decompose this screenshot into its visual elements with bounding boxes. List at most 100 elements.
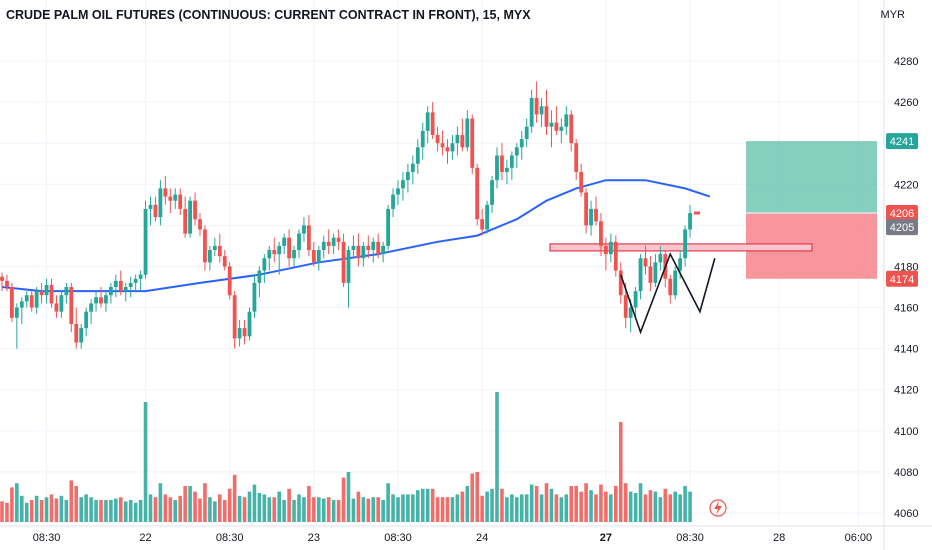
volume-bar [628, 491, 633, 522]
candle-body [529, 97, 534, 127]
volume-bar [104, 500, 108, 522]
candle-body [74, 323, 79, 343]
volume-bar [153, 497, 158, 522]
candle-body [277, 245, 282, 255]
volume-bar [133, 502, 138, 522]
volume-bar [643, 494, 648, 522]
candle-body [44, 284, 49, 296]
candle-body [589, 208, 593, 226]
candle-body [366, 245, 371, 251]
volume-bar [232, 474, 237, 522]
volume-bar [485, 491, 489, 522]
volume-bar [678, 494, 682, 522]
volume-bar [539, 494, 544, 522]
volume-bar [237, 495, 242, 522]
volume-bar [188, 486, 192, 522]
candle-body [49, 284, 54, 304]
candle-body [29, 295, 34, 308]
candles [0, 81, 692, 349]
volume-bar [495, 392, 499, 522]
candle-body [153, 204, 158, 218]
candle-body [420, 130, 425, 148]
candle-body [584, 192, 588, 226]
volume-bar [505, 497, 509, 522]
volume-bar [307, 486, 311, 522]
chart-title: CRUDE PALM OIL FUTURES (CONTINUOUS: CURR… [6, 8, 531, 22]
volume-bar [287, 488, 291, 522]
volume-bar [351, 498, 356, 522]
volume-bar [79, 497, 83, 522]
candle-body [539, 106, 544, 115]
volume-bar [69, 480, 74, 522]
candle-body [311, 250, 316, 263]
volume-bar [683, 486, 687, 522]
volume-bar [371, 497, 376, 522]
sl-price-tag-bg [886, 270, 918, 287]
volume-bar [658, 497, 663, 522]
volume-bar [326, 497, 331, 522]
last-price-marker [694, 211, 701, 215]
volume-bar [242, 497, 247, 522]
candle-body [509, 155, 514, 168]
x-tick-label: 22 [139, 532, 151, 544]
candle-body [158, 188, 163, 218]
volume-bar [213, 501, 217, 522]
candle-body [623, 295, 628, 318]
volume-bar [143, 402, 148, 522]
y-tick-label: 4100 [894, 426, 918, 438]
candle-body [94, 297, 98, 304]
candle-body [34, 291, 39, 308]
volume-bar [435, 497, 440, 522]
volume-bar [519, 494, 524, 522]
volume-bar [534, 486, 539, 522]
candle-body [608, 241, 613, 255]
candle-body [445, 147, 450, 152]
volume-bar [524, 494, 529, 522]
volume-bar [401, 494, 405, 522]
x-tick-label: 08:30 [676, 532, 704, 544]
candle-body [480, 219, 485, 230]
candle-body [113, 280, 118, 287]
x-tick-label: 27 [600, 532, 612, 544]
candle-body [168, 196, 173, 201]
x-tick-label: 08:30 [216, 532, 244, 544]
volume-bar [54, 498, 59, 522]
volume-bar [663, 488, 668, 522]
volume-bar [604, 491, 608, 522]
candle-body [54, 303, 59, 312]
volume-bar [297, 494, 301, 522]
volume-bar [515, 497, 519, 522]
volume-bar [361, 497, 366, 522]
volume-bar [15, 483, 19, 522]
candle-body [678, 258, 683, 271]
candle-body [356, 245, 361, 259]
candle-body [613, 241, 618, 271]
volume-bar [123, 501, 128, 522]
candle-body [500, 155, 504, 172]
candle-body [495, 155, 499, 181]
candle-body [287, 237, 291, 259]
candle-body [262, 258, 267, 271]
candle-body [668, 278, 673, 296]
tp-price-tag: 4241 [890, 136, 914, 148]
volume-bar [465, 486, 470, 522]
volume-bar [138, 500, 143, 522]
tp-price-tag-bg [886, 133, 918, 150]
volume-bar [44, 497, 49, 522]
volume-bar [222, 500, 227, 522]
volume-bar [490, 488, 494, 522]
volume-bar [208, 497, 212, 522]
volume-bar [227, 488, 232, 522]
candle-body [351, 245, 356, 251]
volume-bar [34, 495, 39, 522]
candle-body [272, 250, 277, 255]
y-tick-label: 4260 [894, 97, 918, 109]
volume-bar [480, 495, 484, 522]
volume-bar [10, 487, 14, 522]
volume-bar [168, 497, 173, 522]
volume-bar [59, 495, 64, 522]
candle-body [64, 287, 69, 296]
candle-body [118, 280, 123, 292]
volume-bar [425, 488, 430, 522]
